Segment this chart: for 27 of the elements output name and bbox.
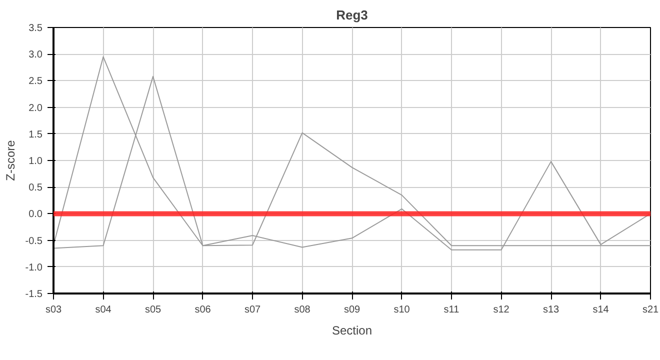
y-tick-label: 1.5 — [28, 129, 43, 140]
x-tick-label: s13 — [542, 304, 560, 316]
y-tick-label: -0.5 — [25, 236, 43, 247]
y-tick-label: 3.5 — [28, 23, 43, 34]
y-tick-label: 0.5 — [28, 182, 43, 194]
x-tick-label: s05 — [144, 304, 162, 316]
y-tick-label: -1.0 — [25, 262, 43, 274]
x-tick-label: s03 — [45, 304, 62, 316]
x-tick-label: s12 — [493, 304, 510, 316]
x-tick-label: s08 — [294, 304, 311, 316]
y-tick-label: 1.0 — [28, 156, 43, 167]
y-tick-label: 0.0 — [28, 209, 43, 220]
y-tick-label: 2.5 — [28, 76, 43, 88]
x-tick-label: s07 — [244, 304, 261, 316]
y-tick-label: 3.0 — [28, 50, 43, 61]
x-tick-label: s06 — [194, 304, 212, 316]
x-tick-label: s21 — [642, 304, 659, 316]
x-axis-title: Section — [332, 324, 372, 338]
x-tick-label: s11 — [444, 304, 460, 316]
x-tick-label: s14 — [592, 304, 610, 316]
x-tick-label: s04 — [95, 304, 112, 316]
chart-title: Reg3 — [336, 8, 368, 22]
y-tick-label: -1.5 — [25, 289, 43, 300]
x-tick-label: s10 — [394, 304, 410, 316]
x-tick-label: s09 — [344, 304, 360, 316]
y-axis-title: Z-score — [3, 140, 18, 181]
y-tick-label: 2.0 — [28, 102, 43, 114]
